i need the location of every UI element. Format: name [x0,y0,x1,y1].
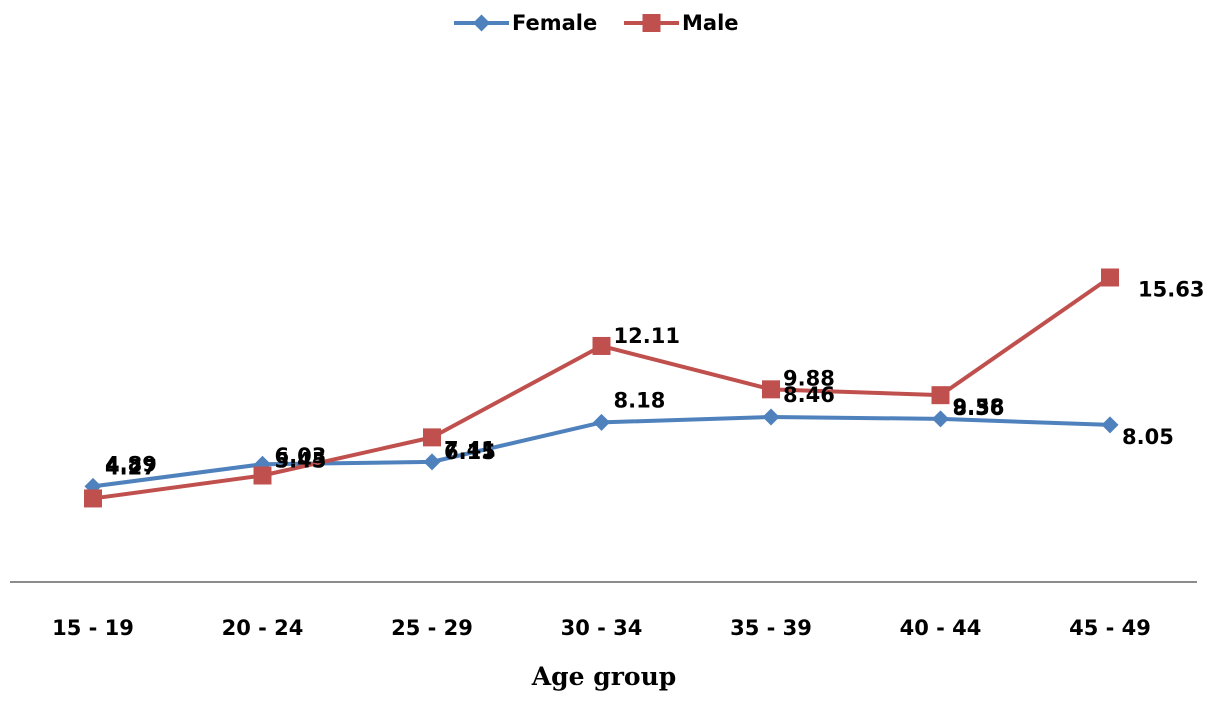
male-point-5 [762,380,780,399]
x-tick-label-5: 35 - 39 [730,616,812,640]
x-tick-label-3: 25 - 29 [391,616,473,640]
x-tick-label-7: 45 - 49 [1069,616,1151,640]
legend-marker-male [642,14,661,32]
female-data-label-7: 8.05 [1122,425,1174,449]
legend-label-male: Male [682,11,739,35]
female-data-label-1: 4.89 [105,452,157,476]
female-point-3 [423,453,441,471]
female-point-6 [932,410,949,428]
male-data-label-3: 7.41 [444,437,496,461]
male-point-3 [423,428,441,447]
x-tick-label-4: 30 - 34 [561,616,643,640]
female-point-4 [593,413,610,431]
female-data-label-6: 8.36 [953,396,1005,420]
male-point-6 [931,386,950,405]
x-tick-label-1: 15 - 19 [52,616,134,640]
series-female [84,408,1119,495]
male-data-label-7: 15.63 [1138,277,1204,301]
male-data-label-2: 5.45 [275,448,327,472]
legend: Female Male [454,11,739,35]
female-data-label-5: 8.46 [783,383,835,407]
female-point-5 [762,408,780,426]
male-data-label-4: 12.11 [614,324,680,348]
data-labels: 4.89 6.03 6.15 8.18 8.46 8.36 8.05 4.27 5.45 7.41… [105,277,1204,479]
legend-item-male: Male [624,11,739,35]
x-tick-labels: 15 - 19 20 - 24 25 - 29 30 - 34 35 - 39 40 - … [52,616,1151,640]
male-data-label-5: 9.88 [783,366,835,390]
male-point-2 [253,466,272,485]
male-point-1 [84,489,102,508]
x-tick-label-6: 40 - 44 [900,616,982,640]
male-point-4 [592,336,611,355]
legend-label-female: Female [512,11,597,35]
series-male [84,268,1119,508]
female-point-7 [1101,416,1119,434]
female-data-label-3: 6.15 [444,440,496,464]
female-data-label-2: 6.03 [275,444,327,468]
legend-marker-female [473,14,490,32]
x-tick-label-2: 20 - 24 [222,616,304,640]
female-data-label-4: 8.18 [614,388,666,412]
series-layer [84,268,1119,508]
male-data-label-1: 4.27 [105,455,157,479]
legend-item-female: Female [454,11,597,35]
male-data-label-6: 9.58 [953,395,1005,419]
x-axis-title: Age group [531,662,676,691]
male-point-7 [1101,268,1119,287]
